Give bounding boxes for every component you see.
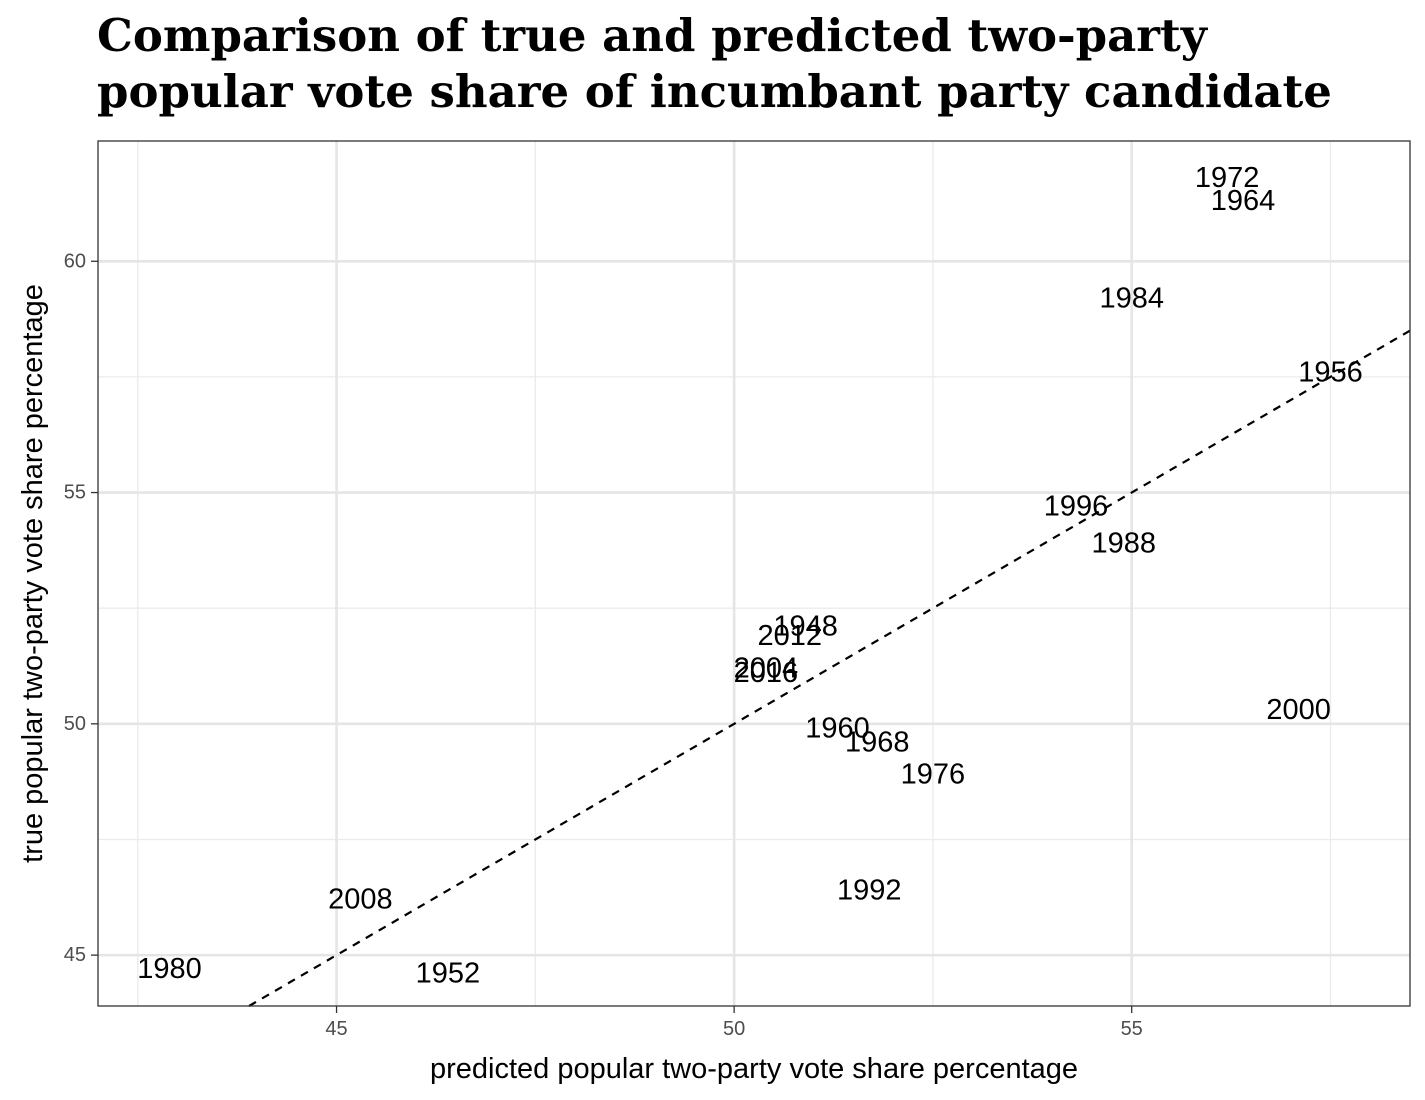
point-label-2000: 2000: [1266, 694, 1331, 726]
point-label-1992: 1992: [837, 874, 902, 906]
y-tick-label: 45: [64, 944, 86, 966]
x-tick-label: 55: [1121, 1018, 1143, 1040]
point-label-1996: 1996: [1044, 490, 1109, 522]
y-tick-label: 60: [64, 250, 86, 272]
point-label-1972: 1972: [1195, 162, 1260, 194]
point-label-1976: 1976: [901, 759, 966, 791]
point-label-2008: 2008: [328, 884, 393, 916]
y-tick-label: 55: [64, 482, 86, 504]
point-label-1964: 1964: [1211, 185, 1276, 217]
point-label-1948: 1948: [773, 611, 838, 643]
point-label-2016: 2016: [734, 657, 799, 689]
plot-panel-border: [97, 140, 1411, 1007]
y-axis-title: true popular two-party vote share percen…: [17, 284, 49, 863]
chart-title-line-1: Comparison of true and predicted two-par…: [97, 9, 1207, 62]
point-label-1968: 1968: [845, 726, 910, 758]
axis-ticks: 45 50 55 45 50 55 60: [64, 250, 1143, 1040]
point-label-1960: 1960: [805, 712, 870, 744]
point-labels: 1948 1952 1956 1960 1964 1968 1972 1976 1980 1984…: [137, 162, 1362, 990]
x-tick-label: 50: [723, 1018, 745, 1040]
major-gridlines: [98, 141, 1410, 1006]
y-tick-label: 50: [64, 713, 86, 735]
point-label-1980: 1980: [137, 953, 202, 985]
point-label-2004: 2004: [734, 652, 799, 684]
point-label-1952: 1952: [416, 958, 481, 990]
x-tick-label: 45: [325, 1018, 347, 1040]
point-label-1984: 1984: [1099, 282, 1164, 314]
point-label-2012: 2012: [758, 620, 823, 652]
x-axis-title: predicted popular two-party vote share p…: [430, 1053, 1078, 1085]
point-label-1988: 1988: [1091, 527, 1156, 559]
minor-gridlines: [98, 141, 1410, 1006]
reference-line-group: [248, 329, 1411, 1007]
chart-title-line-2: popular vote share of incumbant party ca…: [97, 65, 1332, 118]
chart-title: Comparison of true and predicted two-par…: [97, 8, 1397, 120]
point-label-1956: 1956: [1298, 356, 1363, 388]
reference-line: [248, 329, 1411, 1007]
